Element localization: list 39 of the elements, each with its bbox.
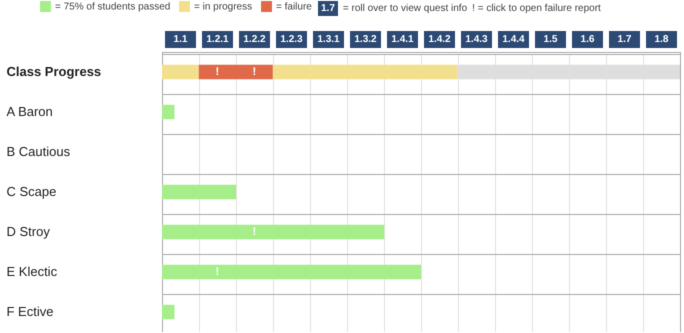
text: 1.6 <box>572 31 603 48</box>
text: 1.2.3 <box>276 31 307 48</box>
text: 1.7 <box>609 31 640 48</box>
bar <box>162 304 174 320</box>
bar <box>162 264 421 280</box>
annotation: ! <box>216 266 220 278</box>
text: 1.3.2 <box>350 31 381 48</box>
y-tick-label: Class Progress <box>6 64 102 79</box>
legend-label: = in progress <box>194 2 252 13</box>
text: 1.8 <box>646 31 677 48</box>
legend-label: = 75% of students passed <box>55 2 170 13</box>
y-tick-label: E Klectic <box>6 264 58 279</box>
text: 1.2.1 <box>202 31 233 48</box>
y-tick-label: A Baron <box>6 104 53 119</box>
bar <box>162 104 174 120</box>
y-tick-label: D Stroy <box>6 224 50 239</box>
bar <box>198 64 273 80</box>
text: 1.5 <box>535 31 566 48</box>
text: 1.4.1 <box>387 31 418 48</box>
text: 1.2.2 <box>239 31 270 48</box>
bar <box>162 184 236 200</box>
annotation: ! <box>216 66 220 78</box>
legend-label: = failure <box>276 2 312 13</box>
text: 1.3.1 <box>313 31 344 48</box>
text: 1.1 <box>165 31 196 48</box>
y-tick-label: F Ective <box>6 304 54 319</box>
text: = roll over to view quest info <box>342 3 468 14</box>
annotation: ! <box>252 66 256 78</box>
bar <box>272 64 458 80</box>
annotation: ! <box>252 226 256 238</box>
text: 1.4.4 <box>498 31 529 48</box>
text: 1.4.2 <box>424 31 455 48</box>
bar <box>162 64 199 80</box>
text: ! = click to open failure report <box>472 3 601 14</box>
y-tick-label: B Cautious <box>6 144 71 159</box>
bar <box>162 224 384 240</box>
text: 1.7 <box>318 1 338 16</box>
y-tick-label: C Scape <box>6 184 56 199</box>
text: 1.4.3 <box>461 31 492 48</box>
